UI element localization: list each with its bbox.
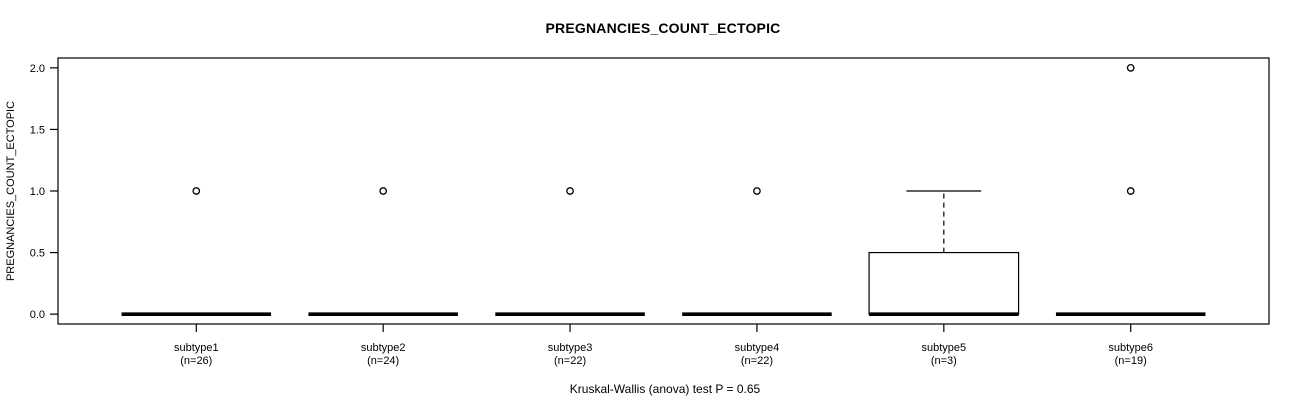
y-tick-label: 0.0 <box>30 309 45 321</box>
chart-title: PREGNANCIES_COUNT_ECTOPIC <box>545 20 780 36</box>
x-tick-label: subtype2 <box>361 342 406 354</box>
outlier-subtype4 <box>753 187 761 195</box>
x-tick-sublabel: (n=19) <box>1115 355 1147 367</box>
box-subtype5 <box>868 251 1020 315</box>
outlier-subtype6 <box>1126 187 1135 195</box>
x-tick-label: subtype3 <box>548 342 593 354</box>
x-tick-sublabel: (n=24) <box>367 355 399 367</box>
y-tick-label: 2.0 <box>30 63 45 75</box>
x-tick-sublabel: (n=22) <box>554 355 586 367</box>
outlier-subtype3 <box>566 187 574 195</box>
plot-frame <box>57 57 1270 325</box>
y-tick-label: 1.0 <box>30 186 45 198</box>
stat-test-caption: Kruskal-Wallis (anova) test P = 0.65 <box>570 382 761 396</box>
x-tick-sublabel: (n=3) <box>931 355 957 367</box>
x-tick-sublabel: (n=22) <box>741 355 773 367</box>
y-tick-label: 1.5 <box>30 124 45 136</box>
x-tick-label: subtype5 <box>921 342 966 354</box>
y-tick-label: 0.5 <box>30 248 45 260</box>
outlier-subtype6 <box>1126 64 1135 72</box>
outlier-subtype2 <box>379 187 388 195</box>
plot-area: 0.00.51.01.52.0subtype1(n=26)subtype2(n=… <box>30 57 1270 367</box>
outlier-subtype1 <box>192 187 201 195</box>
y-axis-label: PREGNANCIES_COUNT_ECTOPIC <box>5 101 17 281</box>
x-tick-label: subtype6 <box>1108 342 1153 354</box>
x-tick-label: subtype1 <box>174 342 219 354</box>
x-tick-sublabel: (n=26) <box>180 355 212 367</box>
x-tick-label: subtype4 <box>735 342 780 354</box>
